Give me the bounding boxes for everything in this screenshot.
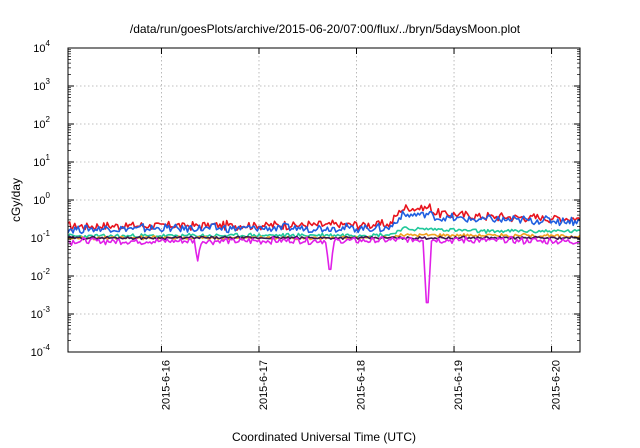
y-axis-label: cGy/day bbox=[9, 178, 23, 222]
grid bbox=[68, 48, 580, 352]
x-tick-label: 2015-6-20 bbox=[551, 360, 563, 410]
x-axis-label: Coordinated Universal Time (UTC) bbox=[232, 430, 416, 444]
x-tick-label: 2015-6-18 bbox=[356, 360, 368, 410]
y-tick-label: 101 bbox=[33, 153, 50, 169]
series-group bbox=[67, 203, 581, 304]
y-tick-label: 10-1 bbox=[31, 229, 51, 245]
y-tick-label: 102 bbox=[33, 115, 50, 131]
chart-title: /data/run/goesPlots/archive/2015-06-20/0… bbox=[130, 22, 521, 36]
x-tick-label: 2015-6-16 bbox=[160, 360, 172, 410]
series-line bbox=[67, 235, 581, 241]
series-line bbox=[67, 235, 581, 304]
y-tick-label: 104 bbox=[33, 39, 50, 55]
y-tick-label: 103 bbox=[33, 77, 50, 93]
y-axis: 10-4 10-3 10-2 10-1 100 101 102 103 104 bbox=[31, 39, 580, 359]
x-tick-label: 2015-6-19 bbox=[453, 360, 465, 410]
y-tick-label: 100 bbox=[33, 191, 50, 207]
y-tick-label: 10-2 bbox=[31, 267, 51, 283]
x-axis: 2015-6-16 2015-6-17 2015-6-18 2015-6-19 2015… bbox=[160, 48, 563, 410]
series-line bbox=[67, 210, 581, 235]
x-tick-label: 2015-6-17 bbox=[258, 360, 270, 410]
y-tick-label: 10-3 bbox=[31, 305, 51, 321]
y-tick-label: 10-4 bbox=[31, 343, 51, 359]
